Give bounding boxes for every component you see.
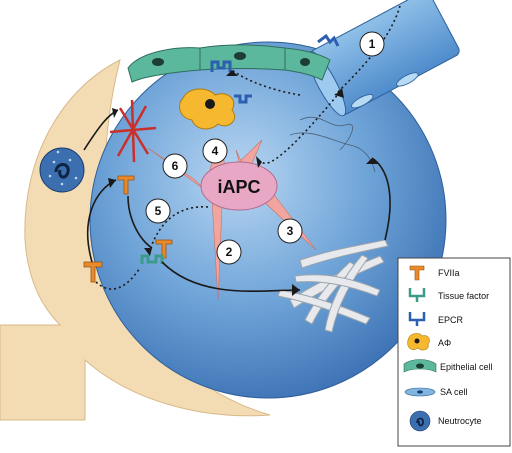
alveolus bbox=[89, 41, 447, 399]
svg-text:3: 3 bbox=[287, 224, 294, 238]
svg-text:6: 6 bbox=[172, 159, 179, 173]
arrowheads bbox=[108, 70, 378, 296]
neutrocyte bbox=[39, 147, 85, 193]
legend: FVIIa Tissue factor EPCR AΦ Epithelial c… bbox=[397, 257, 511, 447]
step-marker-4: 4 bbox=[202, 138, 228, 164]
epcr-receptor-macrophage bbox=[234, 94, 252, 104]
legend-epithelial-cell: Epithelial cell bbox=[403, 359, 493, 373]
svg-text:Epithelial cell: Epithelial cell bbox=[440, 362, 493, 372]
fibrin-mesh bbox=[277, 239, 389, 333]
epcr-receptor-top bbox=[210, 60, 232, 72]
legend-neutrocyte: Neutrocyte bbox=[409, 410, 482, 432]
legend-sa-cell: SA cell bbox=[404, 387, 468, 397]
fibrin-fibre-top bbox=[299, 116, 354, 151]
step-marker-1: 1 bbox=[359, 31, 385, 57]
epcr-receptor-vessel bbox=[317, 33, 340, 47]
fviia-airway bbox=[83, 261, 103, 283]
legend-fviia: FVIIa bbox=[409, 265, 460, 281]
iapc-label: iAPC bbox=[217, 177, 260, 197]
legend-epcr: EPCR bbox=[408, 312, 464, 326]
svg-text:FVIIa: FVIIa bbox=[438, 268, 460, 278]
step-marker-6: 6 bbox=[162, 153, 188, 179]
legend-tissue-factor: Tissue factor bbox=[408, 288, 489, 302]
coagulation-star bbox=[109, 99, 157, 163]
svg-text:EPCR: EPCR bbox=[438, 315, 464, 325]
svg-text:4: 4 bbox=[212, 144, 219, 158]
fviia-bound bbox=[155, 239, 173, 259]
svg-text:Tissue factor: Tissue factor bbox=[438, 291, 489, 301]
epithelial-layer bbox=[127, 44, 331, 83]
step-marker-5: 5 bbox=[145, 198, 171, 224]
svg-text:SA cell: SA cell bbox=[440, 387, 468, 397]
fviia-top bbox=[117, 175, 135, 195]
svg-text:1: 1 bbox=[369, 37, 376, 51]
svg-text:Neutrocyte: Neutrocyte bbox=[438, 416, 482, 426]
svg-text:5: 5 bbox=[155, 204, 162, 218]
svg-text:AΦ: AΦ bbox=[438, 338, 451, 348]
legend-macrophage: AΦ bbox=[407, 333, 451, 351]
macrophage bbox=[179, 88, 236, 130]
iapc-protein bbox=[200, 161, 278, 211]
svg-text:2: 2 bbox=[226, 245, 233, 259]
step-marker-2: 2 bbox=[216, 239, 242, 265]
tissue-factor bbox=[140, 254, 164, 264]
step-marker-3: 3 bbox=[277, 218, 303, 244]
